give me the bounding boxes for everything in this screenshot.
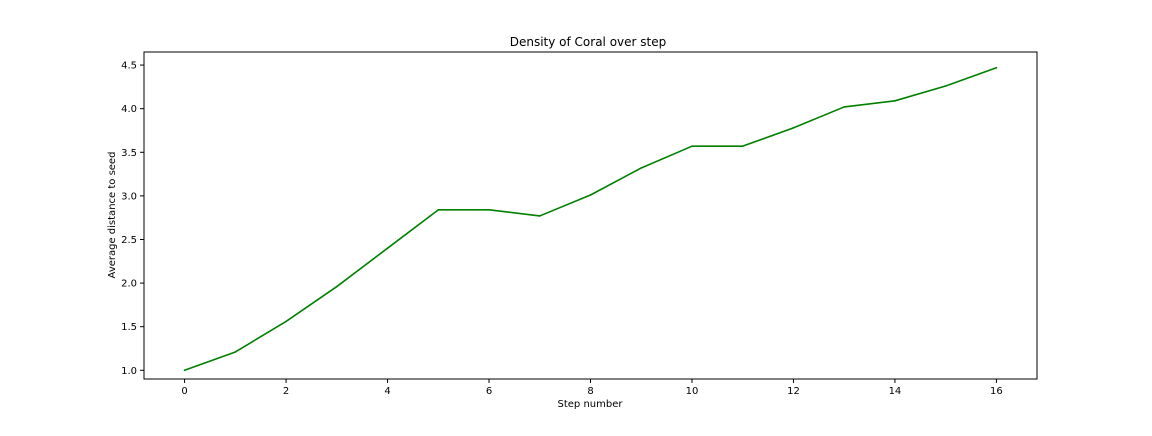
data-point [336,285,338,288]
x-tick-label: 12 [787,386,800,397]
data-point [285,320,287,323]
x-tick-label: 4 [384,386,390,397]
y-tick-label: 3.0 [121,191,137,202]
data-point [944,85,947,87]
chart-title: Density of Coral over step [510,35,667,49]
y-tick-label: 2.0 [121,279,137,290]
data-point [183,369,186,372]
data-point [995,66,998,69]
data-point [843,106,845,108]
x-tick-label: 8 [587,386,593,397]
x-tick-label: 14 [889,386,902,397]
data-point [488,209,490,211]
y-tick-label: 3.5 [121,148,137,159]
data-point [386,247,389,249]
y-axis: 1.0 1.5 2.0 2.5 3.0 3.5 4.0 4.5 [121,61,144,377]
data-point [792,127,795,129]
y-tick-label: 4.5 [121,61,137,72]
data-point [589,194,592,196]
plot-area [183,66,998,372]
y-tick-label: 2.5 [121,235,137,246]
data-point [894,100,896,102]
x-tick-label: 6 [486,386,492,397]
data-point [741,145,744,147]
y-tick-label: 1.0 [121,366,137,377]
data-point [640,167,643,169]
y-axis-label: Average distance to seed [107,152,118,279]
data-point [538,215,541,217]
x-tick-label: 10 [686,386,699,397]
y-tick-label: 4.0 [121,104,137,115]
x-tick-label: 2 [283,386,289,397]
x-tick-label: 16 [990,386,1003,397]
data-point [691,145,693,147]
data-point [234,351,237,353]
y-tick-label: 1.5 [121,322,137,333]
data-point [437,209,440,211]
x-tick-label: 0 [181,386,187,397]
x-axis-label: Step number [558,399,624,410]
x-axis: 0 2 4 6 8 10 12 14 16 [181,379,1003,397]
